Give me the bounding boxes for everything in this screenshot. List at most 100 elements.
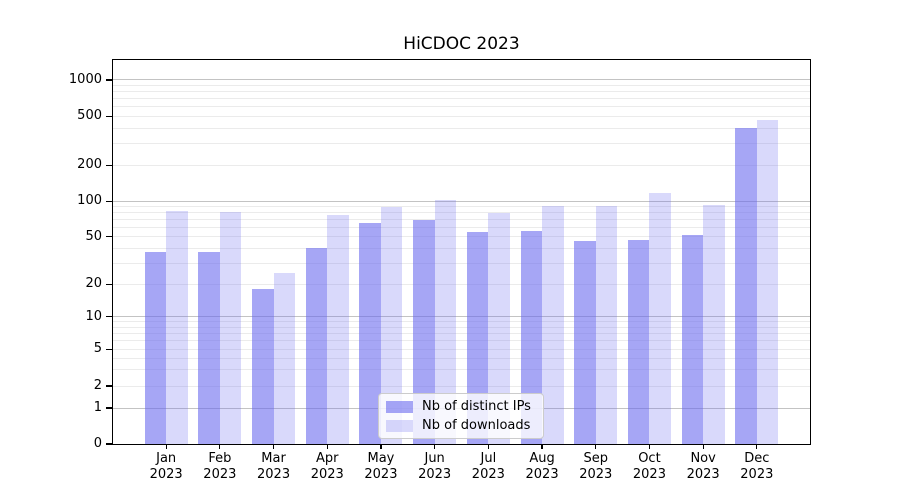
- minor-gridline: [113, 143, 810, 145]
- bar-distinct-ips-oct: [627, 239, 650, 444]
- x-tick: [595, 444, 597, 449]
- bar-downloads-dec: [756, 119, 779, 444]
- plot-area: [112, 59, 811, 445]
- minor-gridline: [113, 326, 810, 328]
- minor-gridline: [113, 226, 810, 228]
- y-tick: [106, 443, 113, 445]
- legend-item-downloads: Nb of downloads: [386, 418, 535, 433]
- x-tick-label: Aug 2023: [525, 451, 559, 482]
- y-tick: [106, 283, 113, 285]
- x-tick-label: Mar 2023: [257, 451, 291, 482]
- bar-distinct-ips-jan: [144, 252, 167, 444]
- major-gridline: [113, 200, 810, 202]
- y-tick: [106, 200, 113, 202]
- y-tick-label: 5: [93, 341, 102, 357]
- x-tick-label: Jun 2023: [418, 451, 452, 482]
- y-tick-label: 10: [85, 308, 102, 324]
- y-tick-label: 500: [77, 108, 102, 124]
- minor-gridline: [113, 115, 810, 117]
- legend-item-distinct-ips: Nb of distinct IPs: [386, 399, 535, 414]
- bar-downloads-apr: [327, 214, 349, 444]
- minor-gridline: [113, 85, 810, 86]
- x-tick-label: May 2023: [364, 451, 398, 482]
- minor-gridline: [113, 236, 810, 238]
- minor-gridline: [113, 357, 810, 359]
- bar-distinct-ips-feb: [198, 252, 220, 444]
- x-tick: [326, 444, 328, 449]
- bar-downloads-jul: [488, 213, 510, 444]
- x-tick: [541, 444, 543, 449]
- minor-gridline: [113, 219, 810, 221]
- minor-gridline: [113, 348, 810, 350]
- x-tick-label: Dec 2023: [740, 451, 774, 482]
- minor-gridline: [113, 283, 810, 285]
- minor-gridline: [113, 164, 810, 166]
- y-tick: [106, 115, 113, 117]
- legend-swatch-downloads: [386, 419, 413, 432]
- y-tick-label: 50: [85, 228, 102, 244]
- bar-distinct-ips-nov: [681, 234, 704, 444]
- x-tick-label: Jul 2023: [471, 451, 505, 482]
- y-tick-label: 2: [93, 378, 102, 394]
- minor-gridline: [113, 385, 810, 387]
- minor-gridline: [113, 332, 810, 334]
- bar-distinct-ips-jul: [466, 231, 489, 444]
- bar-distinct-ips-mar: [252, 289, 274, 444]
- bar-distinct-ips-aug: [520, 230, 543, 444]
- y-tick-label: 20: [85, 276, 102, 292]
- y-tick: [106, 316, 113, 318]
- minor-gridline: [113, 91, 810, 93]
- x-tick-label: Apr 2023: [310, 451, 344, 482]
- x-tick: [487, 444, 489, 449]
- x-tick-label: Jan 2023: [149, 451, 183, 482]
- bar-downloads-jan: [166, 211, 188, 444]
- bar-downloads-sep: [595, 206, 618, 444]
- y-tick-label: 1000: [68, 71, 102, 87]
- x-tick: [165, 444, 167, 449]
- bar-distinct-ips-dec: [735, 128, 757, 444]
- chart-title: HiCDOC 2023: [403, 34, 520, 54]
- minor-gridline: [113, 106, 810, 108]
- y-tick-label: 0: [93, 436, 102, 451]
- y-tick: [106, 236, 113, 238]
- x-tick: [272, 444, 275, 449]
- y-tick: [106, 79, 113, 81]
- x-tick: [702, 444, 704, 449]
- legend-label-downloads: Nb of downloads: [422, 418, 531, 433]
- legend: Nb of distinct IPs Nb of downloads: [378, 393, 544, 439]
- x-tick: [648, 444, 651, 449]
- x-tick-label: Oct 2023: [632, 451, 666, 482]
- major-gridline: [113, 316, 810, 318]
- x-tick-label: Nov 2023: [686, 451, 720, 482]
- y-tick-label: 200: [77, 157, 102, 173]
- minor-gridline: [113, 369, 810, 371]
- x-tick-label: Sep 2023: [579, 451, 613, 482]
- x-tick: [756, 444, 758, 449]
- legend-label-distinct-ips: Nb of distinct IPs: [422, 399, 531, 414]
- bar-downloads-may: [380, 206, 403, 444]
- y-tick-label: 100: [77, 193, 102, 209]
- minor-gridline: [113, 98, 810, 100]
- major-gridline: [113, 79, 810, 81]
- bar-distinct-ips-jun: [413, 220, 435, 444]
- minor-gridline: [113, 340, 810, 342]
- y-tick: [106, 164, 113, 166]
- minor-gridline: [113, 212, 810, 214]
- minor-gridline: [113, 262, 810, 264]
- legend-swatch-distinct-ips: [386, 400, 413, 413]
- bar-downloads-aug: [542, 205, 564, 444]
- bar-distinct-ips-may: [359, 223, 381, 444]
- bar-downloads-feb: [219, 212, 242, 444]
- minor-gridline: [113, 247, 810, 249]
- x-tick: [380, 444, 382, 449]
- x-tick: [434, 444, 436, 449]
- x-tick-label: Feb 2023: [203, 451, 237, 482]
- y-tick: [106, 385, 113, 387]
- minor-gridline: [113, 206, 810, 208]
- bar-downloads-oct: [649, 192, 671, 444]
- x-tick: [219, 444, 221, 449]
- bar-distinct-ips-apr: [305, 248, 328, 444]
- minor-gridline: [113, 127, 810, 129]
- bar-downloads-jun: [434, 200, 457, 444]
